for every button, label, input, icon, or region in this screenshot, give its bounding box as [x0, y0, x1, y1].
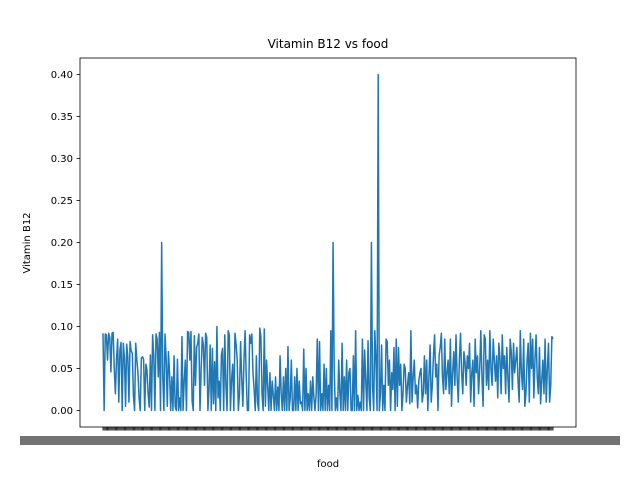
- x-axis-ticks: [20, 427, 620, 445]
- plot-area-frame: [79, 57, 577, 428]
- y-tick-label: 0.35: [51, 112, 73, 123]
- x-axis-label: food: [317, 459, 339, 470]
- y-tick-label: 0.10: [51, 322, 73, 333]
- y-tick-label: 0.30: [51, 154, 73, 165]
- x-tick-labels-overlap: [20, 436, 620, 445]
- y-tick-label: 0.05: [51, 364, 73, 375]
- y-tick-label: 0.25: [51, 196, 73, 207]
- y-tick-label: 0.15: [51, 280, 73, 291]
- y-axis-ticks: 0.00 0.05 0.10 0.15 0.20 0.25 0.30 0.35 0.40: [51, 70, 80, 417]
- chart-title: Vitamin B12 vs food: [268, 37, 389, 51]
- series-line-vitamin-b12: [102, 73, 554, 412]
- y-tick-label: 0.00: [51, 406, 73, 417]
- y-tick-label: 0.20: [51, 238, 73, 249]
- y-tick-label: 0.40: [51, 70, 73, 81]
- y-axis-label: Vitamin B12: [22, 212, 33, 273]
